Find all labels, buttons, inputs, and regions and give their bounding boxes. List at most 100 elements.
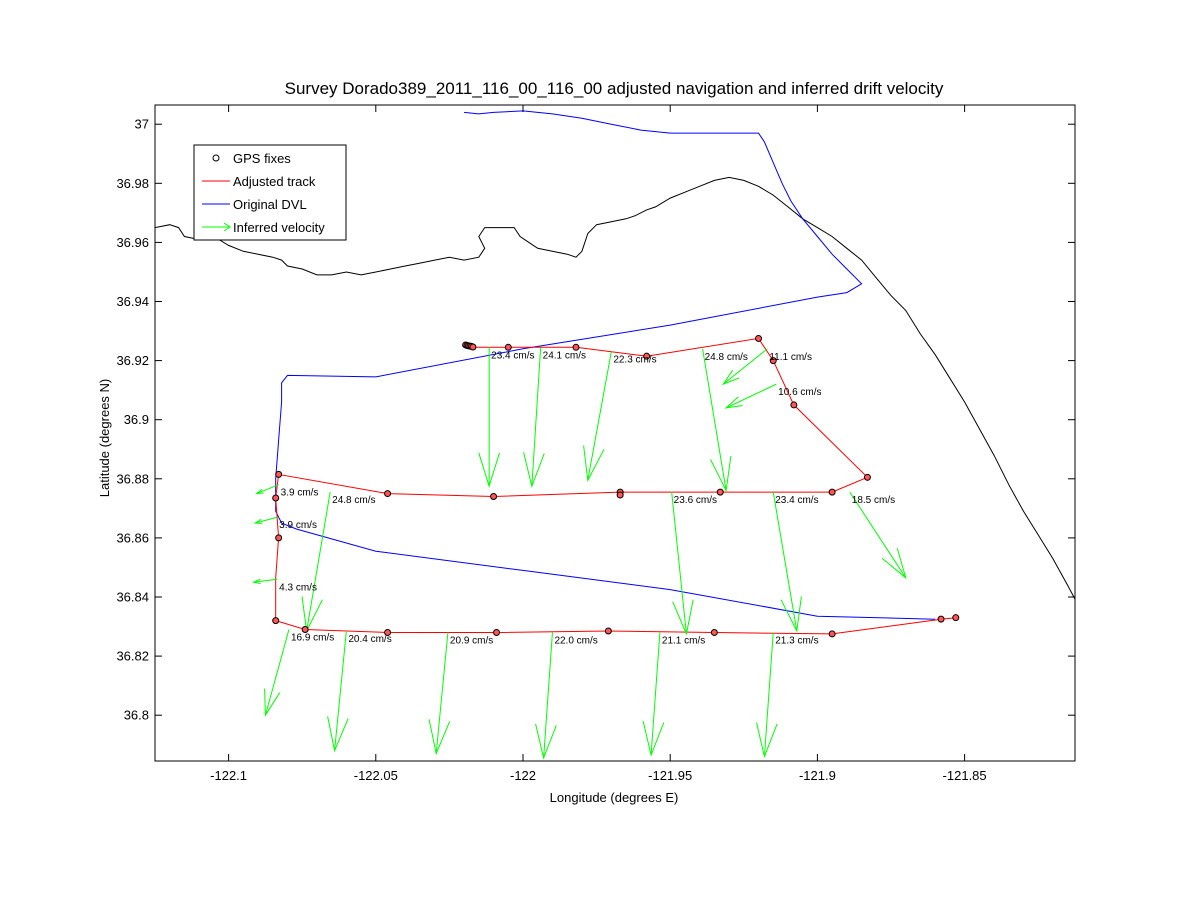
x-axis-label: Longitude (degrees E) [550, 790, 679, 805]
legend-item-velocity: Inferred velocity [202, 220, 325, 235]
velocity-arrow-head [756, 722, 778, 759]
x-tick-label: -122.05 [354, 768, 398, 783]
velocity-arrow-shaft [253, 578, 278, 583]
velocity-label: 24.8 cm/s [705, 352, 748, 363]
x-tick-label: -121.95 [648, 768, 692, 783]
gps-fix-marker [937, 615, 945, 623]
original-dvl-line [275, 110, 936, 620]
velocity-arrow-shaft [702, 348, 727, 491]
gps-fix-marker [493, 628, 501, 636]
velocity-arrow [255, 484, 279, 495]
y-tick-label: 36.84 [116, 590, 149, 605]
velocity-arrow [523, 347, 545, 488]
velocity-arrow-shaft [763, 632, 774, 757]
velocity-arrow-head [251, 578, 261, 584]
velocity-arrow-shaft [849, 491, 907, 579]
gps-fix-marker [828, 630, 836, 638]
velocity-arrow-shaft [334, 630, 347, 751]
x-tick-label: -122 [510, 768, 536, 783]
velocity-arrow-shaft [306, 492, 331, 632]
y-tick-label: 36.94 [116, 294, 149, 309]
gps-fix-marker [769, 357, 777, 365]
legend-marker-gps [212, 154, 220, 162]
gps-fix-marker [710, 628, 718, 636]
velocity-arrow [535, 632, 557, 760]
x-tick-label: -122.1 [210, 768, 247, 783]
gps-fix-fill [490, 493, 497, 500]
gps-fix-marker [272, 494, 280, 502]
gps-fix-fill [864, 474, 871, 481]
velocity-arrow-head [881, 548, 907, 580]
legend-box [193, 144, 347, 241]
gps-fix-fill [505, 344, 512, 351]
gps-fix-fill [790, 401, 797, 408]
velocity-arrow-head [523, 452, 545, 488]
x-tick-label: -121.85 [943, 768, 987, 783]
velocity-label: 16.9 cm/s [291, 633, 334, 644]
velocity-arrow-head [301, 596, 323, 633]
velocity-label: 20.4 cm/s [348, 634, 391, 645]
gps-fix-fill [829, 630, 836, 637]
velocity-label: 24.1 cm/s [543, 350, 586, 361]
gps-fix-marker [616, 491, 624, 499]
velocity-label: 21.3 cm/s [775, 635, 818, 646]
velocity-arrow-shaft [587, 351, 612, 481]
gps-fix-fill [770, 357, 777, 364]
velocity-arrow [251, 578, 278, 584]
gps-fix-fill [829, 489, 836, 496]
velocity-arrow-head [255, 488, 264, 495]
gps-fix-fill [302, 626, 309, 633]
velocity-arrow [756, 632, 778, 759]
velocity-label: 24.8 cm/s [332, 495, 375, 506]
legend-item-adjusted: Adjusted track [202, 174, 316, 189]
velocity-label: 11.1 cm/s [769, 352, 812, 363]
legend-item-gps: GPS fixes [212, 151, 291, 166]
velocity-arrow-shaft [264, 629, 290, 716]
velocity-arrow-head [672, 599, 694, 636]
velocity-arrow-head [478, 452, 500, 488]
velocity-label: 4.3 cm/s [279, 582, 317, 593]
velocity-arrow-head [327, 716, 349, 753]
gps-fix-fill [643, 353, 650, 360]
velocity-arrow [428, 632, 451, 756]
velocity-arrow [724, 383, 777, 409]
velocity-arrow [772, 492, 802, 633]
gps-fix-fill [272, 495, 279, 502]
gps-fix-marker [384, 628, 392, 636]
velocity-arrow-shaft [543, 632, 553, 759]
velocity-arrow-head [642, 720, 665, 757]
velocity-label: 3.9 cm/s [281, 488, 319, 499]
y-tick-label: 36.98 [116, 176, 149, 191]
velocity-arrow-head [264, 688, 281, 717]
velocity-arrow-head [583, 445, 605, 482]
velocity-arrow-shaft [772, 492, 798, 632]
gps-fix-fill [952, 614, 959, 621]
gps-fix-marker [572, 343, 580, 351]
velocity-label: 23.4 cm/s [775, 495, 818, 506]
y-tick-label: 36.9 [124, 412, 149, 427]
velocity-arrow [301, 492, 331, 633]
velocity-arrow-head [780, 596, 802, 633]
gps-fix-marker [504, 343, 512, 351]
velocity-arrow-head [721, 369, 740, 386]
velocity-label: 23.4 cm/s [491, 350, 534, 361]
velocity-arrow-shaft [531, 347, 542, 487]
legend-label: Inferred velocity [233, 220, 325, 235]
velocity-arrow-shaft [725, 383, 777, 409]
gps-fix-marker [643, 352, 651, 360]
gps-fix-marker [716, 488, 724, 496]
velocity-arrow-shaft [671, 492, 687, 634]
velocity-arrow-head [428, 719, 451, 756]
velocity-label: 18.5 cm/s [852, 495, 895, 506]
y-tick-label: 36.88 [116, 471, 149, 486]
velocity-arrow-head [724, 396, 743, 409]
velocity-arrow-shaft [254, 516, 278, 524]
gps-fix-fill [272, 617, 279, 624]
chart-title: Survey Dorado389_2011_116_00_116_00 adju… [285, 79, 944, 98]
velocity-arrow [702, 348, 732, 493]
gps-fix-fill [717, 489, 724, 496]
gps-fix-fill [384, 490, 391, 497]
gps-fix-fill [938, 616, 945, 623]
velocity-label: 10.6 cm/s [778, 387, 821, 398]
velocity-arrow [721, 348, 768, 386]
